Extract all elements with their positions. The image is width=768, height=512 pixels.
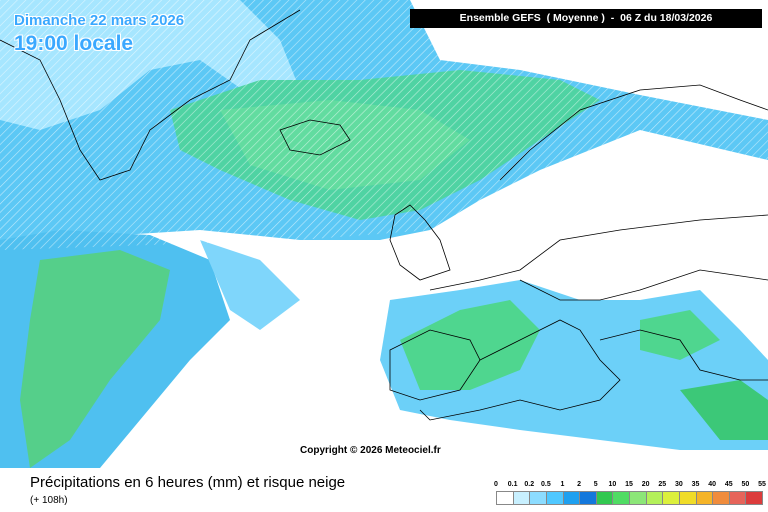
copyright: Copyright © 2026 Meteociel.fr xyxy=(300,445,441,456)
legend-label: 45 xyxy=(724,481,733,488)
precipitation xyxy=(0,0,768,468)
legend-label: 0.2 xyxy=(524,481,535,488)
model-info: Ensemble GEFS ( Moyenne ) - 06 Z du 18/0… xyxy=(410,9,762,28)
legend-label: 25 xyxy=(658,481,667,488)
legend-swatch xyxy=(645,491,664,505)
coastlines xyxy=(0,9,768,421)
legend-label: 30 xyxy=(674,481,683,488)
legend-label: 55 xyxy=(758,481,766,488)
legend-swatch xyxy=(579,491,597,505)
legend-swatch xyxy=(728,491,747,505)
legend-label: 5 xyxy=(593,481,598,488)
legend-label: 50 xyxy=(741,481,750,488)
forecast-lead: (+ 108h) xyxy=(30,495,68,506)
legend-swatch xyxy=(662,491,680,505)
legend-label: 0.5 xyxy=(541,481,551,488)
local-time: 19:00 locale xyxy=(14,32,134,55)
legend-label: 15 xyxy=(625,481,633,488)
legend-label: 2 xyxy=(577,481,582,488)
legend-swatch xyxy=(595,491,614,505)
legend-label: 10 xyxy=(608,481,617,488)
legend-swatch xyxy=(545,491,564,505)
legend-swatch xyxy=(695,491,714,505)
legend-label: 0.1 xyxy=(507,481,518,488)
footer-title: Précipitations en 6 heures (mm) et risqu… xyxy=(30,474,346,491)
date: Dimanche 22 mars 2026 xyxy=(14,12,185,29)
legend-swatch xyxy=(712,491,730,505)
legend-swatch xyxy=(678,491,697,505)
legend-label: 0 xyxy=(494,481,498,488)
legend-label: 40 xyxy=(708,481,717,488)
legend-swatch xyxy=(629,491,647,505)
legend-label: 20 xyxy=(641,481,650,488)
legend-swatch xyxy=(529,491,547,505)
map xyxy=(0,0,768,468)
legend-swatch xyxy=(496,491,514,505)
legend-label: 1 xyxy=(560,481,565,488)
legend-swatch xyxy=(612,491,630,505)
legend-swatch xyxy=(512,491,531,505)
legend-swatch xyxy=(745,491,763,505)
legend-label: 35 xyxy=(691,481,700,488)
legend-swatch xyxy=(562,491,581,505)
